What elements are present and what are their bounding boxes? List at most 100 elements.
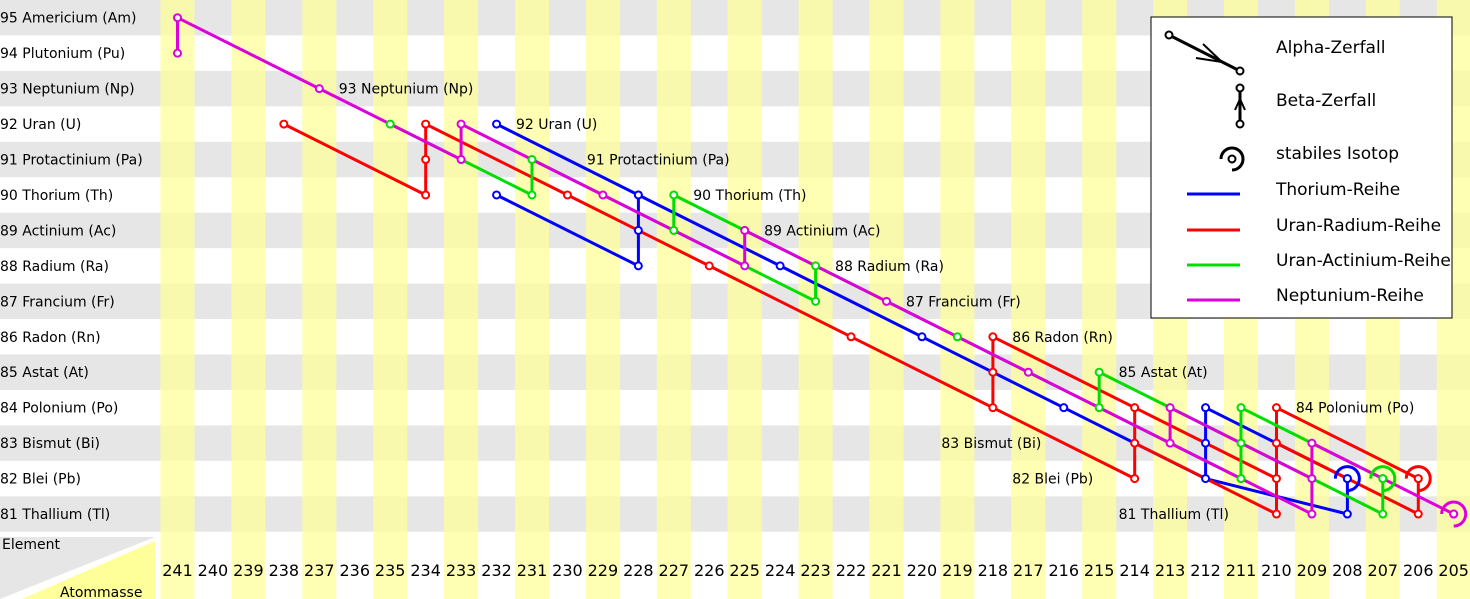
mass-number-label: 237 — [304, 561, 335, 580]
inline-element-label: 86 Radon (Rn) — [1012, 330, 1113, 346]
element-row-label: 82 Blei (Pb) — [0, 472, 81, 488]
mass-number-label: 206 — [1403, 561, 1434, 580]
nuclide-node — [1059, 403, 1069, 413]
nuclide-node — [1201, 438, 1211, 448]
legend-beta-arrow — [1234, 96, 1246, 111]
element-row-label: 85 Astat (At) — [0, 365, 89, 381]
legend-alpha-label: Alpha-Zerfall — [1276, 38, 1385, 58]
nuclide-node — [1236, 438, 1246, 448]
mass-number-label: 226 — [694, 561, 725, 580]
nuclide-node — [775, 261, 785, 271]
element-row-label: 92 Uran (U) — [0, 117, 81, 133]
inline-element-label: 83 Bismut (Bi) — [941, 436, 1041, 452]
corner-triangle-element — [0, 537, 155, 599]
nuclide-node — [279, 119, 289, 129]
legend-series-label: Uran-Actinium-Reihe — [1276, 251, 1451, 271]
element-row-label: 86 Radon (Rn) — [0, 330, 101, 346]
nuclide-node — [669, 190, 679, 200]
nuclide-node — [988, 332, 998, 342]
mass-number-label: 228 — [623, 561, 654, 580]
inline-element-label: 81 Thallium (Tl) — [1119, 507, 1229, 523]
element-labels: 95 Americium (Am) 94 Plutonium (Pu) 93 Nep… — [0, 11, 143, 523]
nuclide-node — [1130, 438, 1140, 448]
mass-number-label: 212 — [1190, 561, 1221, 580]
column-band — [1082, 0, 1117, 599]
mass-number-label: 216 — [1048, 561, 1079, 580]
stable-isotope-node — [1449, 509, 1459, 519]
nuclide-node — [456, 155, 466, 165]
nuclide-node — [811, 296, 821, 306]
element-row-label: 83 Bismut (Bi) — [0, 436, 100, 452]
inline-element-label: 84 Polonium (Po) — [1296, 401, 1414, 417]
element-row-label: 90 Thorium (Th) — [0, 188, 113, 204]
mass-number-labels: 241 240 239 238 237 236 235 234 233 232 231 230 229 2… — [162, 561, 1469, 580]
nuclide-node — [669, 225, 679, 235]
nuclide-node — [952, 332, 962, 342]
mass-number-label: 208 — [1332, 561, 1363, 580]
nuclide-node — [562, 190, 572, 200]
element-row-label: 93 Neptunium (Np) — [0, 82, 135, 98]
mass-number-label: 222 — [836, 561, 867, 580]
legend-alpha-node — [1235, 66, 1245, 76]
inline-element-label: 93 Neptunium (Np) — [339, 82, 474, 98]
mass-number-label: 221 — [871, 561, 902, 580]
legend-beta-label: Beta-Zerfall — [1276, 91, 1376, 111]
legend-series-label: Uran-Radium-Reihe — [1276, 216, 1441, 236]
column-band — [940, 0, 975, 599]
legend-alpha-node — [1164, 30, 1174, 40]
legend-alpha-arrow — [1195, 43, 1226, 64]
inline-element-label: 90 Thorium (Th) — [693, 188, 806, 204]
mass-number-label: 236 — [339, 561, 370, 580]
nuclide-node — [421, 155, 431, 165]
element-row-label: 87 Francium (Fr) — [0, 294, 115, 310]
column-band — [656, 0, 691, 599]
nuclide-node — [1271, 474, 1281, 484]
nuclide-node — [1413, 509, 1423, 519]
element-row-label: 81 Thallium (Tl) — [0, 507, 110, 523]
nuclide-node — [527, 190, 537, 200]
nuclide-node — [811, 261, 821, 271]
nuclide-node — [492, 119, 502, 129]
stable-isotope-marker — [1369, 465, 1397, 493]
nuclide-node — [1023, 367, 1033, 377]
column-band — [160, 0, 195, 599]
mass-number-label: 227 — [659, 561, 690, 580]
nuclide-node — [740, 261, 750, 271]
nuclide-node — [988, 403, 998, 413]
stable-isotope-marker — [1333, 465, 1361, 493]
nuclide-node — [1165, 403, 1175, 413]
column-band — [1011, 0, 1046, 599]
nuclide-node — [846, 332, 856, 342]
mass-number-label: 218 — [978, 561, 1009, 580]
inline-element-label: 89 Actinium (Ac) — [764, 223, 880, 239]
legend-series-label: Thorium-Reihe — [1275, 180, 1400, 200]
stable-isotope-marker — [1440, 500, 1468, 528]
legend-beta-node — [1235, 83, 1245, 93]
stable-isotope-marker — [1404, 465, 1432, 493]
element-row-label: 88 Radium (Ra) — [0, 259, 109, 275]
nuclide-node — [1130, 403, 1140, 413]
stable-isotope-node — [1413, 474, 1423, 484]
corner-header: Element Atommasse — [0, 537, 155, 599]
mass-number-label: 209 — [1297, 561, 1328, 580]
stable-isotope-node — [1378, 474, 1388, 484]
column-header-label: Atommasse — [60, 585, 142, 599]
mass-number-label: 205 — [1438, 561, 1469, 580]
nuclide-node — [421, 190, 431, 200]
mass-number-label: 223 — [800, 561, 831, 580]
nuclide-node — [704, 261, 714, 271]
legend-stable-label: stabiles Isotop — [1276, 144, 1399, 164]
mass-number-label: 220 — [907, 561, 938, 580]
column-band — [727, 0, 762, 599]
nuclide-node — [1271, 438, 1281, 448]
mass-number-label: 213 — [1155, 561, 1186, 580]
inline-element-label: 88 Radium (Ra) — [835, 259, 944, 275]
inline-element-label: 85 Astat (At) — [1119, 365, 1208, 381]
column-band — [515, 0, 549, 599]
nuclide-node — [1094, 367, 1104, 377]
corner-triangle-mass — [22, 541, 155, 599]
inline-element-label: 82 Blei (Pb) — [1012, 472, 1093, 488]
column-band — [585, 0, 620, 599]
mass-number-label: 215 — [1084, 561, 1115, 580]
